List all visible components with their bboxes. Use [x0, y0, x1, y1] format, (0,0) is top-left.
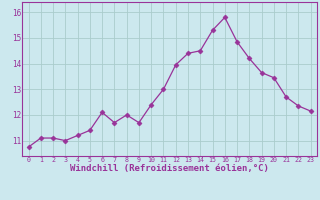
X-axis label: Windchill (Refroidissement éolien,°C): Windchill (Refroidissement éolien,°C): [70, 164, 269, 173]
